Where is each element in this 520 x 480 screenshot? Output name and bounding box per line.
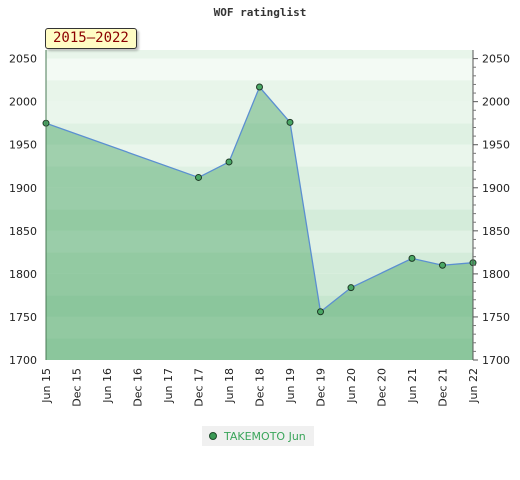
band	[46, 123, 473, 145]
data-point	[256, 83, 263, 91]
legend-label: TAKEMOTO Jun	[224, 429, 306, 443]
x-tick-label: Jun 16	[101, 368, 114, 404]
x-tick-label: Jun 19	[284, 368, 297, 404]
band	[46, 295, 473, 317]
x-tick-label: Jun 20	[345, 368, 358, 404]
y-tick-label-left: 2000	[9, 96, 37, 109]
x-tick-label: Dec 21	[437, 368, 450, 407]
x-tick-label: Dec 16	[132, 368, 145, 407]
band	[46, 209, 473, 231]
y-tick-label-left: 1850	[9, 225, 37, 238]
y-tick-label-right: 1900	[482, 182, 510, 195]
y-tick-label-left: 2050	[9, 53, 37, 66]
y-tick-label-right: 1950	[482, 139, 510, 152]
area-path	[46, 87, 473, 361]
x-tick-label: Jun 18	[223, 368, 236, 404]
band	[46, 316, 473, 339]
band	[46, 187, 473, 210]
x-tick-label: Dec 20	[376, 368, 389, 407]
background-bands	[46, 50, 473, 360]
band	[46, 50, 473, 59]
band	[46, 101, 473, 124]
x-tick-label: Jun 17	[162, 368, 175, 404]
x-tick-label: Dec 18	[254, 368, 267, 407]
band	[46, 273, 473, 296]
band	[46, 338, 473, 360]
series-line	[45, 85, 474, 313]
y-tick-label-right: 1850	[482, 225, 510, 238]
y-tick-label-right: 2000	[482, 96, 510, 109]
x-tick-label: Jun 15	[40, 368, 53, 404]
area-fill	[46, 87, 473, 361]
data-point	[225, 158, 233, 166]
y-tick-label-right: 2050	[482, 53, 510, 66]
data-point	[195, 173, 202, 181]
y-tick-label-left: 1700	[9, 354, 37, 367]
x-tick-label: Jun 21	[406, 368, 419, 404]
y-tick-label-right: 1800	[482, 268, 510, 281]
band	[46, 252, 473, 274]
series-polyline	[45, 85, 474, 313]
data-point	[317, 308, 324, 316]
y-tick-label-left: 1900	[9, 182, 37, 195]
data-point	[347, 284, 355, 292]
y-tick-label-right: 1700	[482, 354, 510, 367]
x-tick-label: Dec 17	[193, 368, 206, 407]
legend[interactable]: TAKEMOTO Jun	[202, 426, 314, 446]
data-point	[286, 118, 294, 126]
legend-marker-icon	[209, 432, 217, 440]
axes: 1700 1700 1750 1750 1800 1800 1850 1850 1900 1900…	[9, 50, 510, 407]
x-tick-label: Dec 19	[315, 368, 328, 407]
band	[46, 58, 473, 81]
period-badge: 2015–2022	[45, 28, 137, 49]
y-tick-label-left: 1950	[9, 139, 37, 152]
band	[46, 230, 473, 253]
y-tick-label-left: 1800	[9, 268, 37, 281]
y-tick-label-left: 1750	[9, 311, 37, 324]
chart-title: WOF ratinglist	[213, 6, 307, 19]
y-tick-label-right: 1750	[482, 311, 510, 324]
data-point	[439, 261, 446, 269]
series-points	[42, 83, 477, 316]
x-tick-label: Jun 22	[467, 368, 480, 404]
x-tick-label: Dec 15	[71, 368, 84, 407]
data-point	[408, 254, 416, 262]
band	[46, 80, 473, 102]
band	[46, 166, 473, 188]
